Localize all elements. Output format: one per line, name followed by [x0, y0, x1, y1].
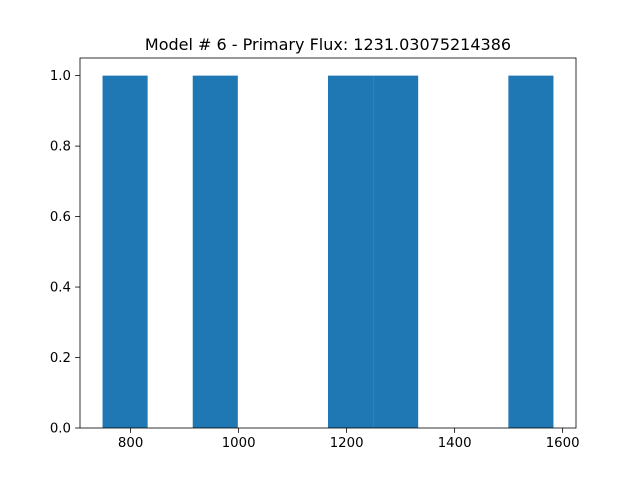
y-tick-label: 0.4: [50, 281, 71, 296]
chart-title: Model # 6 - Primary Flux: 1231.030752143…: [145, 35, 511, 54]
axes-frame: [79, 57, 577, 429]
y-tick-label: 0.2: [50, 351, 71, 366]
histogram-bar-9: [508, 75, 554, 428]
y-tick-label: 0.8: [50, 140, 71, 155]
y-tick-label: 1.0: [50, 69, 71, 84]
histogram-bar-2: [192, 75, 238, 428]
x-tick-label: 800: [118, 436, 143, 451]
y-ticks-group: 0.0 0.2 0.4 0.6 0.8 1.0: [50, 69, 80, 437]
histogram-bar-6: [373, 75, 419, 428]
x-tick-label: 1400: [438, 436, 472, 451]
bars-group: [102, 75, 554, 428]
histogram-bar-0: [102, 75, 148, 428]
histogram-bar-5: [328, 75, 374, 428]
x-tick-label: 1000: [222, 436, 256, 451]
x-tick-label: 1200: [330, 436, 364, 451]
y-tick-label: 0.0: [50, 422, 71, 437]
x-ticks-group: 800 1000 1200 1400 1600: [118, 428, 580, 451]
y-tick-label: 0.6: [50, 210, 71, 225]
x-tick-label: 1600: [546, 436, 580, 451]
